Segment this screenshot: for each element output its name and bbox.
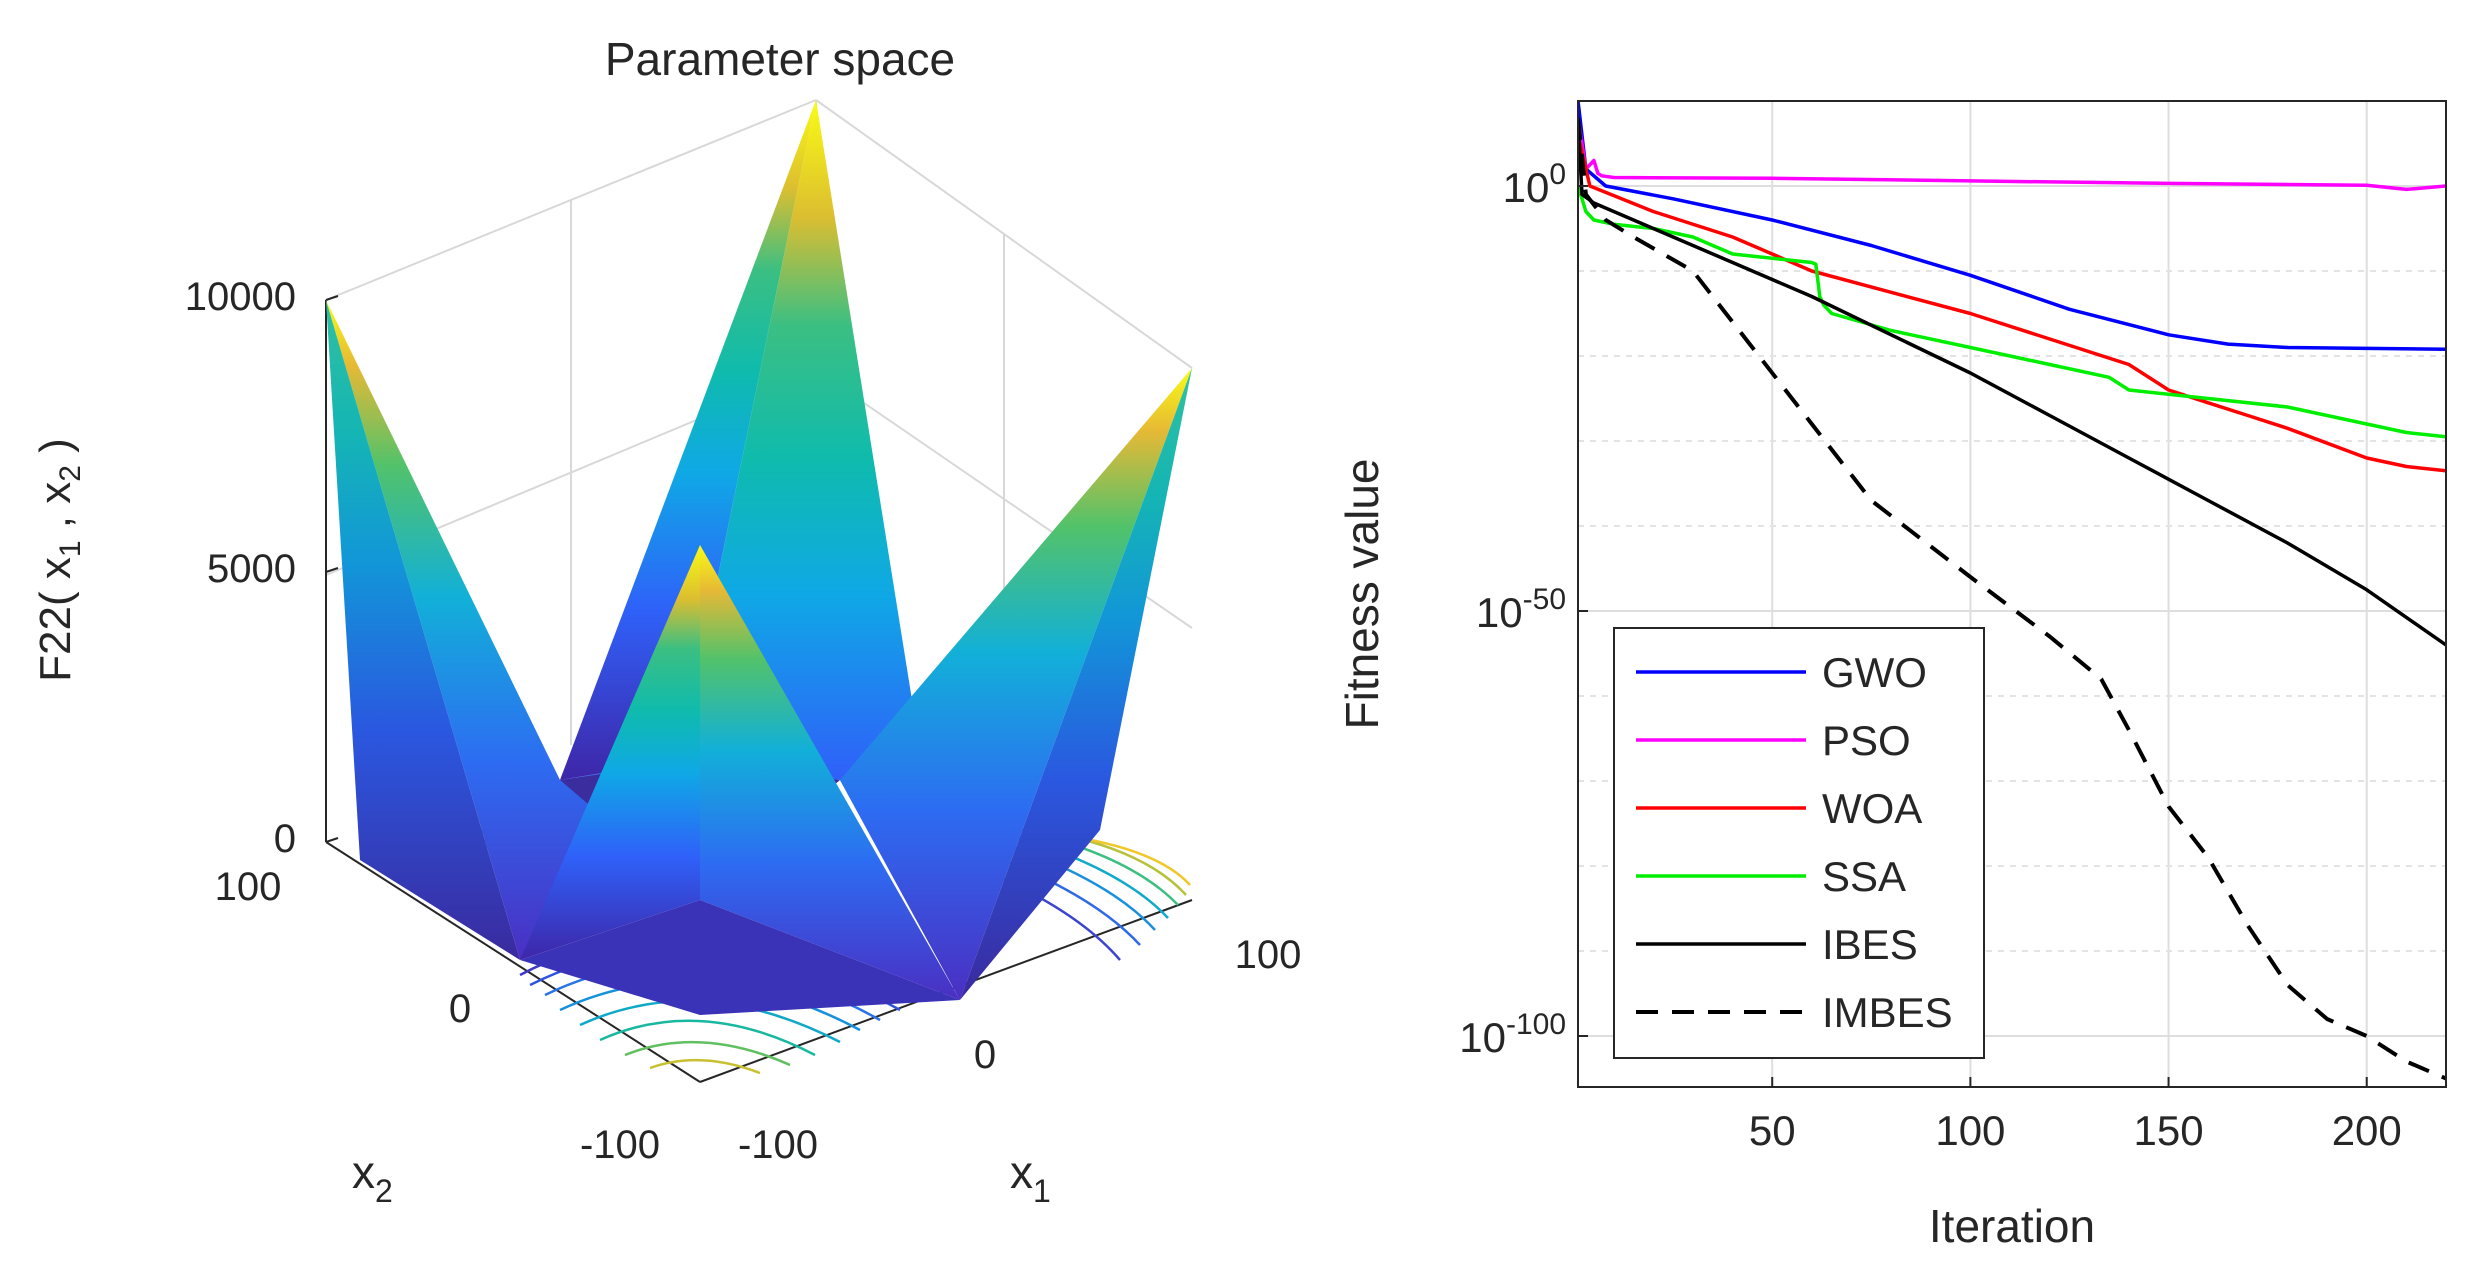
x1-tick-label: 100 (1235, 933, 1302, 977)
legend-label-gwo: GWO (1822, 649, 1927, 696)
series-line-ssa (1578, 185, 2446, 439)
x1-axis-label: x1 (1010, 1146, 1051, 1209)
x1-tick-label: -100 (738, 1123, 818, 1167)
surface-title: Parameter space (605, 33, 955, 85)
series-line-woa (1578, 134, 2446, 473)
z-axis-ticks (325, 295, 339, 843)
plot-frame (1577, 100, 2447, 1088)
legend-label-ssa: SSA (1822, 853, 1906, 900)
x-tick-label: 50 (1749, 1107, 1796, 1154)
series-line-pso (1578, 117, 2446, 192)
convergence-chart: 50 100 150 200 100 10-50 10-100 Iteration Fitn… (1336, 100, 2447, 1252)
surface-chart: Parameter space 10000 5000 0 F22( x1 , x… (31, 33, 1301, 1209)
series-line-ibes (1578, 117, 2446, 647)
legend: GWO PSO WOA SSA IBES IMBES (1613, 627, 1985, 1059)
x1-tick-label: 0 (974, 1033, 996, 1077)
legend-label-imbes: IMBES (1822, 989, 1953, 1036)
x-axis-label: Iteration (1929, 1200, 2095, 1252)
legend-box (1613, 627, 1985, 1059)
z-tick-label: 0 (274, 817, 296, 861)
x-tick-label: 150 (2134, 1107, 2204, 1154)
y-tick-label: 10-50 (1476, 583, 1566, 636)
series-line-gwo (1578, 101, 2446, 351)
x-tick-label: 100 (1935, 1107, 2005, 1154)
x2-axis-label: x2 (352, 1146, 393, 1209)
z-tick-label: 10000 (185, 275, 296, 319)
series-line-imbes (1578, 117, 2446, 1081)
surface-mesh (326, 100, 1192, 1015)
y-tick-label: 100 (1503, 158, 1566, 211)
axis-ticks: 50 100 150 200 100 10-50 10-100 (1459, 158, 2402, 1154)
z-tick-label: 5000 (207, 547, 296, 591)
x2-tick-label: 100 (215, 865, 282, 909)
y-tick-label: 10-100 (1459, 1008, 1566, 1061)
legend-label-ibes: IBES (1822, 921, 1918, 968)
z-axis-label: F22( x1 , x2 ) (31, 438, 87, 682)
x-tick-label: 200 (2332, 1107, 2402, 1154)
x2-tick-label: 0 (449, 987, 471, 1031)
legend-label-pso: PSO (1822, 717, 1911, 764)
y-axis-label: Fitness value (1336, 458, 1388, 729)
x2-tick-label: -100 (580, 1123, 660, 1167)
series-lines (1578, 101, 2446, 1081)
legend-label-woa: WOA (1822, 785, 1922, 832)
